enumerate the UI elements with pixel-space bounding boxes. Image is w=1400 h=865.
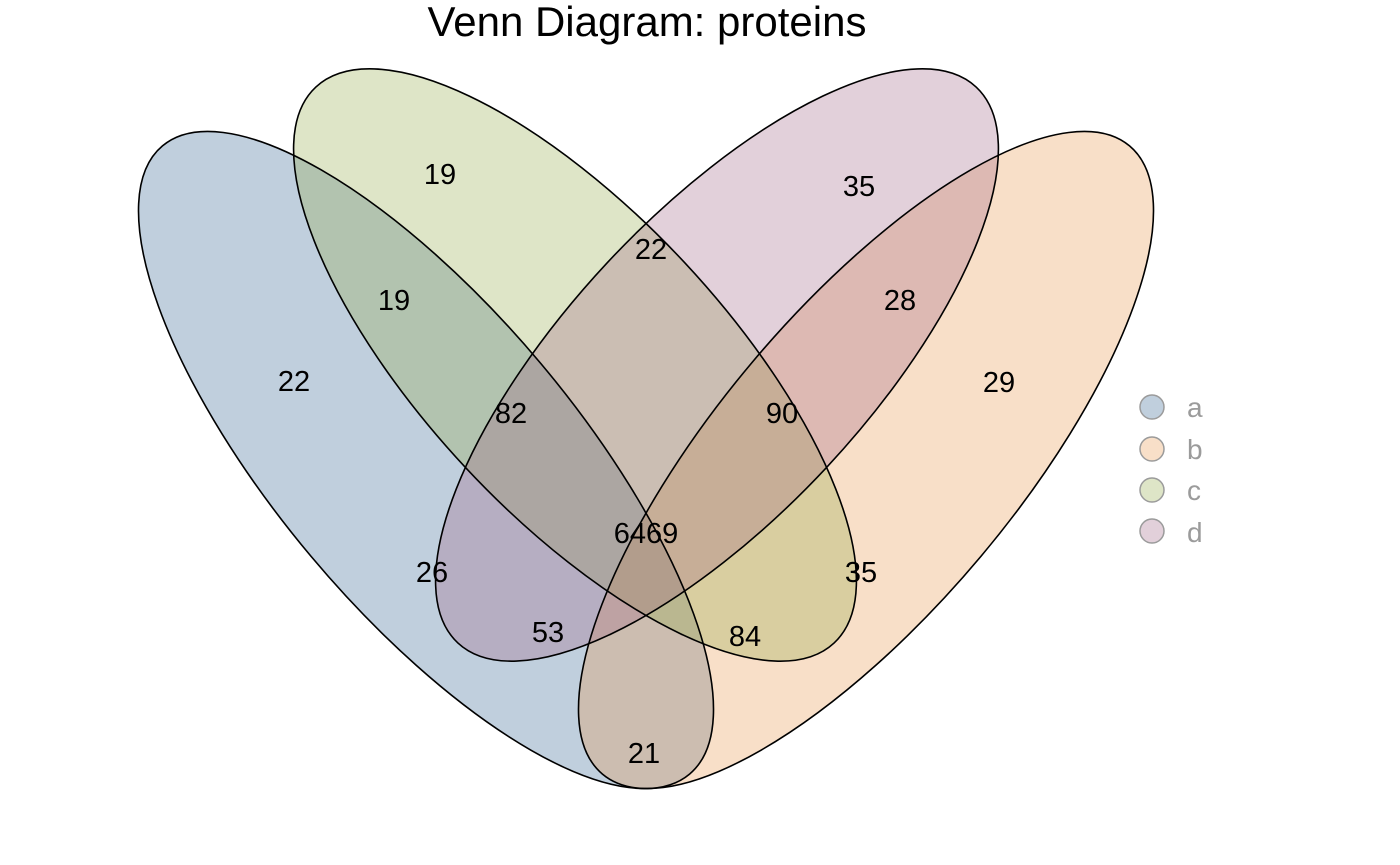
diagram-title: Venn Diagram: proteins — [428, 0, 867, 45]
legend-item-b: b — [1139, 434, 1203, 465]
legend-item-d: d — [1139, 517, 1203, 548]
count-a-d: 19 — [378, 285, 410, 317]
legend-item-c: c — [1139, 475, 1201, 506]
set-outlines — [137, 68, 1155, 790]
count-b-d: 28 — [884, 285, 916, 317]
count-c-d: 22 — [635, 234, 667, 266]
legend-swatch-a — [1139, 394, 1165, 420]
count-a-b-c-d: 6469 — [614, 518, 679, 550]
count-a-c-d: 82 — [495, 398, 527, 430]
legend-swatch-d — [1139, 518, 1165, 544]
set-fills — [138, 68, 1154, 789]
count-c-only: 19 — [424, 159, 456, 191]
legend-label-b: b — [1187, 434, 1203, 465]
count-b-c-d: 90 — [766, 398, 798, 430]
legend-label-d: d — [1187, 517, 1203, 548]
legend: a b c d — [1139, 392, 1203, 548]
count-a-b-d: 84 — [729, 621, 761, 653]
legend-label-c: c — [1187, 475, 1201, 506]
count-a-c: 26 — [416, 557, 448, 589]
legend-item-a: a — [1139, 392, 1203, 423]
region-counts: 19 35 22 19 28 22 29 82 90 6469 26 35 53… — [278, 159, 1015, 770]
count-d-only: 35 — [843, 171, 875, 203]
set-d-outline — [434, 68, 1000, 662]
count-b-only: 29 — [983, 367, 1015, 399]
set-d-fill — [435, 68, 999, 662]
set-c-fill — [293, 68, 857, 662]
count-a-only: 22 — [278, 366, 310, 398]
count-b-c: 35 — [845, 557, 877, 589]
count-a-b-c: 53 — [532, 617, 564, 649]
set-b-outline — [577, 130, 1155, 790]
legend-swatch-c — [1139, 477, 1165, 503]
count-a-b: 21 — [628, 738, 660, 770]
set-a-fill — [138, 131, 714, 789]
set-a-outline — [137, 130, 715, 790]
legend-label-a: a — [1187, 392, 1203, 423]
set-b-fill — [578, 131, 1154, 789]
legend-swatch-b — [1139, 436, 1165, 462]
